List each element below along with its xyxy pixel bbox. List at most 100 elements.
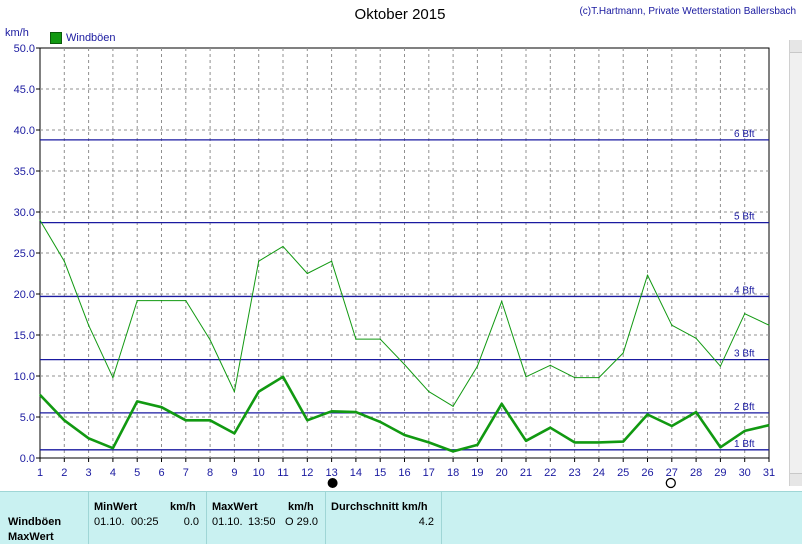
data-point xyxy=(574,377,576,379)
row-label-windboeen: Windböen xyxy=(8,516,62,528)
x-tick-label: 18 xyxy=(447,467,459,479)
x-tick-label: 7 xyxy=(183,467,189,479)
x-tick-label: 30 xyxy=(739,467,751,479)
data-point xyxy=(452,405,454,407)
full-moon-marker xyxy=(665,477,676,489)
y-tick-label: 35.0 xyxy=(14,166,35,178)
wind-chart: 1 Bft 2 Bft 3 Bft 4 Bft 5 Bft 6 Bft 0.0 5.0 10.0… xyxy=(14,43,775,489)
x-tick-label: 13 xyxy=(325,467,337,479)
data-point xyxy=(719,365,722,367)
x-tick-label: 28 xyxy=(690,467,702,479)
data-point xyxy=(622,352,624,354)
scroll-down-button[interactable] xyxy=(790,473,802,486)
x-tick-label: 8 xyxy=(207,467,213,479)
x-tick-label: 6 xyxy=(158,467,164,479)
x-tick-label: 23 xyxy=(568,467,580,479)
y-tick-label: 20.0 xyxy=(14,289,35,301)
panel-divider xyxy=(88,492,89,544)
x-tick-label: 4 xyxy=(110,467,116,479)
x-tick-label: 10 xyxy=(253,467,265,479)
data-point xyxy=(574,441,576,444)
min-header: MinWert xyxy=(94,501,138,513)
avg-header: Durchschnitt km/h xyxy=(331,501,428,513)
data-point xyxy=(671,425,673,427)
legend-swatch xyxy=(50,32,62,44)
y-tick-label: 5.0 xyxy=(20,412,35,424)
data-point xyxy=(39,219,41,221)
data-point xyxy=(112,377,114,379)
scroll-up-button[interactable] xyxy=(790,40,802,53)
data-point xyxy=(258,390,260,393)
y-tick-label: 45.0 xyxy=(14,84,35,96)
data-point xyxy=(403,363,406,366)
vertical-scrollbar[interactable] xyxy=(789,40,802,486)
x-tick-label: 17 xyxy=(423,467,435,479)
chart-title: Oktober 2015 xyxy=(354,6,446,23)
legend: Windböen xyxy=(50,32,116,44)
data-point xyxy=(428,441,430,444)
data-point xyxy=(331,410,333,412)
data-point xyxy=(185,419,187,421)
bft-label: 3 Bft xyxy=(734,349,755,360)
max-time: 13:50 xyxy=(248,516,276,528)
data-point xyxy=(306,419,308,421)
data-point xyxy=(695,337,697,339)
y-axis-unit: km/h xyxy=(5,27,29,39)
min-value: 0.0 xyxy=(183,516,199,528)
max-value: O 29.0 xyxy=(284,516,318,528)
row-label-maxwert: MaxWert xyxy=(8,531,54,543)
data-point xyxy=(331,260,333,262)
y-tick-label: 40.0 xyxy=(14,125,35,137)
y-tick-label: 15.0 xyxy=(14,330,35,342)
x-tick-label: 24 xyxy=(593,467,605,479)
min-date: 01.10. xyxy=(94,516,125,528)
x-tick-label: 20 xyxy=(496,467,508,479)
data-point xyxy=(501,403,503,405)
min-time: 00:25 xyxy=(131,516,159,528)
x-tick-label: 21 xyxy=(520,467,532,479)
x-tick-label: 31 xyxy=(763,467,775,479)
panel-divider xyxy=(206,492,207,544)
panel-divider xyxy=(441,492,442,544)
data-point xyxy=(525,376,527,378)
x-tick-label: 22 xyxy=(544,467,556,479)
data-point xyxy=(476,365,478,367)
data-point xyxy=(88,324,90,326)
x-tick-label: 1 xyxy=(37,467,43,479)
x-tick-label: 3 xyxy=(86,467,92,479)
data-point xyxy=(355,338,357,340)
data-point xyxy=(136,299,138,302)
x-tick-label: 16 xyxy=(398,467,410,479)
data-point xyxy=(476,444,478,446)
bft-label: 2 Bft xyxy=(734,402,755,413)
data-point xyxy=(185,299,187,302)
data-point xyxy=(355,411,357,413)
y-tick-label: 0.0 xyxy=(20,453,35,465)
data-point xyxy=(598,441,600,444)
data-point xyxy=(695,411,697,413)
panel-divider xyxy=(325,492,326,544)
data-point xyxy=(598,377,600,379)
data-point xyxy=(622,441,624,443)
data-point xyxy=(39,394,41,396)
y-tick-label: 10.0 xyxy=(14,371,35,383)
data-point xyxy=(525,440,527,442)
new-moon-marker xyxy=(327,478,338,488)
data-point xyxy=(646,413,649,416)
legend-label: Windböen xyxy=(66,32,116,44)
max-date: 01.10. xyxy=(212,516,243,528)
data-point xyxy=(379,338,381,340)
data-point xyxy=(768,424,770,426)
data-point xyxy=(744,313,746,315)
bft-label: 4 Bft xyxy=(734,285,755,296)
x-tick-label: 5 xyxy=(134,467,140,479)
x-tick-label: 15 xyxy=(374,467,386,479)
data-point xyxy=(282,245,284,248)
data-point xyxy=(403,434,406,436)
data-point xyxy=(209,339,211,341)
x-tick-label: 19 xyxy=(471,467,483,479)
bft-label: 6 Bft xyxy=(734,129,755,140)
data-point xyxy=(379,421,381,423)
data-point xyxy=(233,432,235,434)
data-point xyxy=(282,376,284,378)
